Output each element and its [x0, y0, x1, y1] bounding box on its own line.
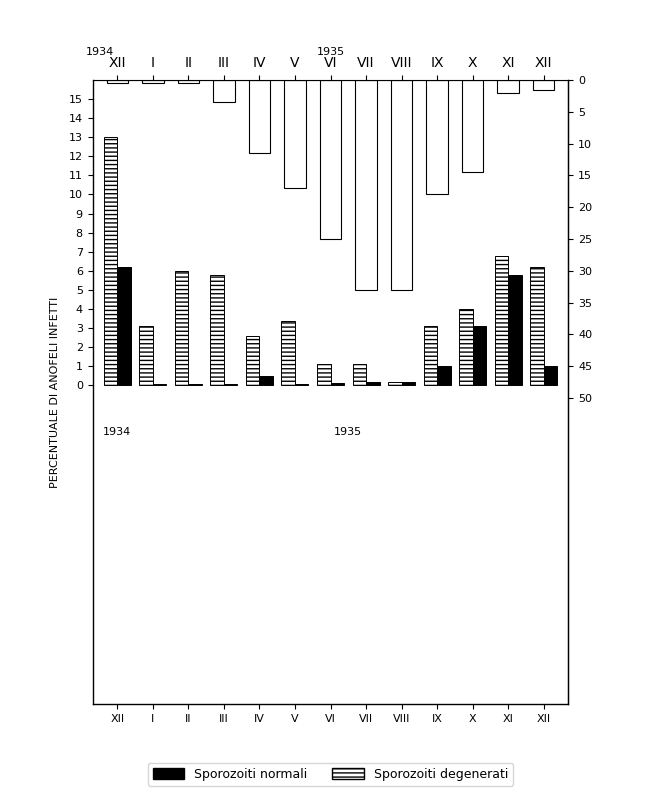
Bar — [508, 274, 522, 386]
Bar — [462, 80, 483, 172]
Bar — [533, 80, 555, 90]
Bar — [295, 384, 309, 386]
Bar — [188, 384, 202, 386]
Text: 1935: 1935 — [334, 427, 362, 438]
Bar — [459, 309, 473, 386]
Bar — [388, 382, 401, 386]
Bar — [104, 138, 118, 386]
Bar — [473, 326, 486, 386]
Bar — [142, 80, 164, 83]
Bar — [355, 80, 377, 290]
Text: 1934: 1934 — [85, 47, 114, 57]
Bar — [224, 384, 237, 386]
Bar — [366, 382, 379, 386]
Bar — [494, 255, 508, 386]
Bar — [106, 80, 128, 83]
Bar — [213, 80, 235, 102]
Bar — [543, 366, 557, 386]
Legend: Sporozoiti normali, Sporozoiti degenerati: Sporozoiti normali, Sporozoiti degenerat… — [148, 762, 513, 786]
Bar — [424, 326, 437, 386]
Text: 1935: 1935 — [317, 47, 344, 57]
Bar — [391, 80, 412, 290]
Bar — [320, 80, 341, 239]
Text: 1934: 1934 — [103, 427, 132, 438]
Bar — [249, 80, 270, 153]
Bar — [497, 80, 519, 93]
Bar — [426, 80, 448, 194]
Bar — [352, 364, 366, 386]
Bar — [118, 267, 131, 386]
Bar — [178, 80, 199, 83]
Bar — [153, 384, 167, 386]
Bar — [317, 364, 330, 386]
Bar — [530, 267, 543, 386]
Bar — [139, 326, 153, 386]
Bar — [260, 376, 273, 386]
Bar — [246, 336, 260, 386]
Bar — [330, 383, 344, 386]
Bar — [175, 271, 188, 386]
Bar — [210, 274, 224, 386]
Y-axis label: PERCENTUALE DI ANOFELI INFETTI: PERCENTUALE DI ANOFELI INFETTI — [50, 296, 60, 488]
Bar — [284, 80, 306, 188]
Bar — [437, 366, 451, 386]
Bar — [401, 382, 415, 386]
Bar — [282, 322, 295, 386]
